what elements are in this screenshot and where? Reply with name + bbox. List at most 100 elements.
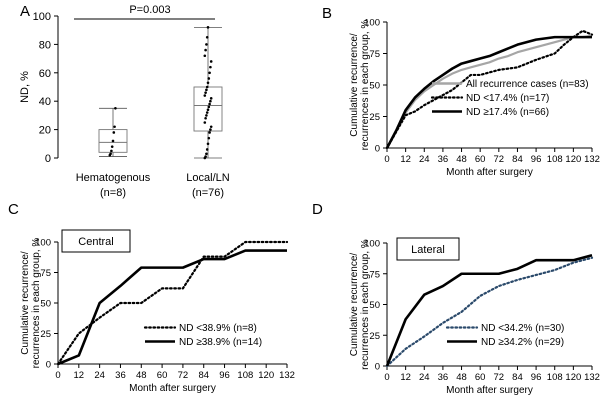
a-point (207, 105, 211, 109)
a-point (204, 91, 207, 94)
a-point (204, 48, 207, 52)
panel-label-a: A (20, 3, 30, 20)
panel-d-line-chart: 0 25 50 75 100 0 12 24 36 48 60 72 84 96 108 120 132 Mont… (349, 237, 600, 396)
d-x-axis-label: Month after surgery (446, 385, 533, 396)
c-x-tick-label: 72 (178, 370, 189, 381)
b-series-line (385, 29, 594, 150)
a-box-group (98, 107, 128, 157)
a-point (208, 102, 211, 106)
a-point (209, 60, 213, 63)
b-y-tick-label: 100 (364, 18, 380, 29)
c-x-tick-label: 60 (157, 370, 168, 381)
a-point (205, 152, 208, 156)
a-group-label: Local/LN (186, 172, 229, 184)
a-point (205, 114, 208, 117)
d-y-axis-label: recurrences in each group, % (360, 239, 371, 370)
d-x-tick-label: 84 (512, 372, 523, 383)
d-y-tick-label: 100 (364, 239, 380, 250)
c-group-box-label: Central (78, 236, 113, 248)
a-y-axis-label: ND, % (19, 71, 31, 103)
d-series-line (385, 256, 594, 368)
b-y-axis-label: Cumulative recurrence/ (349, 33, 360, 137)
a-point (208, 131, 211, 134)
d-x-tick-label: 12 (400, 372, 411, 383)
d-x-tick-label: 0 (384, 372, 389, 383)
panel-label-d: D (312, 201, 323, 218)
a-y-tick-label: 60 (39, 68, 51, 80)
a-point (209, 65, 212, 69)
d-x-tick-label: 60 (475, 372, 486, 383)
c-x-axis-label: Month after surgery (129, 383, 216, 394)
c-x-tick-label: 36 (115, 370, 126, 381)
d-series-line (385, 254, 593, 367)
panel-label-c: C (8, 201, 19, 218)
b-x-tick-label: 0 (384, 154, 389, 165)
a-point (113, 125, 116, 129)
d-group-box-label: Lateral (411, 244, 445, 256)
c-x-tick-label: 132 (279, 370, 295, 381)
a-group-n: (n=76) (192, 187, 224, 199)
d-x-tick-label: 132 (584, 372, 600, 383)
a-y-tick-label: 40 (39, 96, 51, 108)
a-point (209, 97, 213, 100)
c-x-tick-label: 108 (237, 370, 253, 381)
a-point (206, 142, 210, 146)
a-point (206, 81, 210, 85)
b-y-tick-label: 0 (375, 144, 380, 155)
a-point (110, 145, 114, 148)
a-point (110, 149, 113, 153)
a-point (205, 43, 208, 46)
c-y-axis-label: Cumulative recurrence/ (20, 251, 31, 355)
d-y-tick-label: 75 (369, 269, 380, 280)
a-point (114, 107, 117, 110)
panel-label-b: B (322, 5, 332, 22)
c-x-tick-label: 84 (198, 370, 209, 381)
a-p-value: P=0.003 (129, 4, 170, 16)
d-y-tick-label: 25 (369, 331, 380, 342)
b-legend-label: ND ≥17.4% (n=66) (466, 107, 549, 118)
c-legend-label: ND <38.9% (n=8) (179, 323, 257, 334)
b-series-line (386, 34, 593, 149)
c-y-tick-label: 100 (35, 238, 51, 249)
a-point (205, 88, 208, 92)
d-legend-label: ND <34.2% (n=30) (481, 323, 564, 334)
a-point (203, 54, 207, 58)
a-point (209, 128, 212, 131)
a-point (205, 148, 209, 151)
c-x-tick-label: 24 (94, 370, 105, 381)
a-point (207, 77, 211, 80)
a-y-tick-label: 0 (45, 153, 51, 165)
d-group-box (396, 237, 460, 261)
a-y-tick-label: 20 (39, 125, 51, 137)
b-x-tick-label: 12 (400, 154, 411, 165)
d-x-tick-label: 36 (438, 372, 449, 383)
d-legend-label: ND ≥34.2% (n=29) (481, 337, 564, 348)
c-series-line (57, 249, 287, 366)
b-legend-label: All recurrence cases (n=83) (466, 79, 589, 90)
d-x-tick-label: 72 (494, 372, 505, 383)
a-point (205, 85, 209, 89)
a-group-label: Hematogenous (76, 172, 151, 184)
b-x-tick-label: 120 (565, 154, 581, 165)
b-legend-label: ND <17.4% (n=17) (466, 93, 549, 104)
c-y-tick-label: 75 (40, 268, 51, 279)
panel-a-boxplot: 0 20 40 60 80 100 ND, % Hematogenous (n=8) Local/… (19, 4, 230, 199)
c-x-tick-label: 0 (55, 370, 60, 381)
d-y-axis-label: Cumulative recurrence/ (349, 253, 360, 357)
a-point (206, 108, 210, 112)
a-point (209, 125, 213, 129)
b-x-tick-label: 84 (512, 154, 523, 165)
a-point (203, 121, 207, 124)
a-point (205, 36, 209, 39)
d-x-tick-label: 120 (565, 372, 581, 383)
b-x-tick-label: 72 (494, 154, 505, 165)
c-series-line (56, 240, 289, 366)
a-point (203, 94, 207, 97)
a-point (109, 152, 112, 156)
b-x-tick-label: 96 (531, 154, 542, 165)
b-series-line (385, 35, 592, 149)
a-point (206, 26, 210, 29)
d-x-tick-label: 96 (531, 372, 542, 383)
a-point (204, 116, 207, 120)
